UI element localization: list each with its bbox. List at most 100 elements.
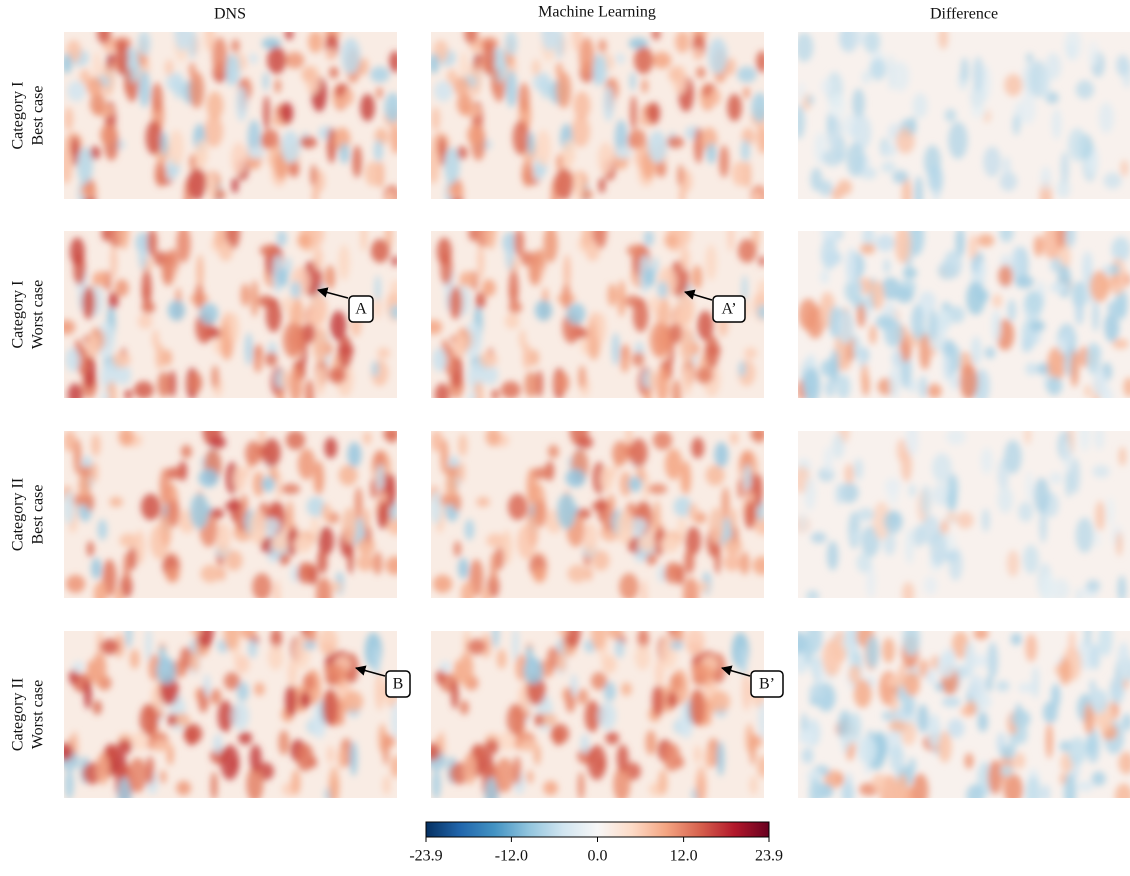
field-blob xyxy=(267,47,286,75)
field-blob xyxy=(313,247,323,271)
field-blob xyxy=(97,753,110,785)
field-blob xyxy=(1041,573,1056,608)
field-blob xyxy=(889,720,906,732)
field-blob xyxy=(151,83,162,113)
field-blob xyxy=(131,731,148,751)
field-blob xyxy=(64,107,73,131)
field-blob xyxy=(301,66,316,82)
field-blob xyxy=(574,171,583,203)
field-blob xyxy=(615,146,632,159)
field-blob xyxy=(579,37,594,75)
field-blob xyxy=(1025,363,1037,376)
field-blob xyxy=(374,139,383,161)
field-blob xyxy=(357,554,374,571)
colorbar-tick-label: 23.9 xyxy=(755,848,783,865)
field-blob xyxy=(656,367,669,403)
field-blob xyxy=(1119,447,1127,466)
field-blob xyxy=(506,70,517,107)
field-blob xyxy=(231,55,240,85)
field-blob xyxy=(138,313,153,329)
field-blob xyxy=(650,322,670,357)
field-blob xyxy=(100,124,116,146)
field-blob xyxy=(977,234,994,247)
field-blob xyxy=(840,734,857,744)
field-blob xyxy=(536,130,551,166)
field-blob xyxy=(558,626,569,636)
field-blob xyxy=(212,37,227,75)
field-blob xyxy=(1063,329,1072,346)
field-blob xyxy=(123,552,130,588)
field-blob xyxy=(196,140,208,167)
field-blob xyxy=(138,31,151,57)
field-blob xyxy=(587,319,594,348)
field-blob xyxy=(225,550,242,570)
field-blob xyxy=(849,665,861,685)
field-blob xyxy=(112,352,131,368)
field-blob xyxy=(505,313,520,329)
field-blob xyxy=(822,149,842,166)
row-label: Best case xyxy=(30,485,47,545)
field-blob xyxy=(312,187,318,206)
field-blob xyxy=(709,507,724,543)
field-blob xyxy=(432,348,447,372)
field-blob xyxy=(1046,376,1062,395)
field-blob xyxy=(535,300,552,321)
field-blob xyxy=(689,503,698,521)
field-blob xyxy=(451,679,459,709)
field-blob xyxy=(599,178,606,194)
field-blob xyxy=(338,245,349,281)
field-blob xyxy=(578,772,585,801)
field-blob xyxy=(598,39,606,53)
field-blob xyxy=(1052,108,1062,139)
field-blob xyxy=(947,719,964,739)
field-blob xyxy=(168,300,185,321)
field-blob xyxy=(1032,666,1039,699)
field-blob xyxy=(486,533,504,547)
field-blob xyxy=(1085,617,1091,647)
field-blob xyxy=(909,116,916,135)
field-blob xyxy=(756,51,768,73)
field-blob xyxy=(277,387,284,408)
field-blob xyxy=(1084,385,1090,398)
field-blob xyxy=(942,697,961,708)
field-blob xyxy=(94,582,108,606)
field-blob xyxy=(707,143,717,164)
field-blob xyxy=(1014,753,1025,769)
field-blob xyxy=(742,673,751,711)
field-blob xyxy=(556,72,571,109)
field-blob xyxy=(63,491,75,524)
field-blob xyxy=(341,38,360,74)
field-blob xyxy=(798,512,808,532)
field-blob xyxy=(888,486,899,505)
field-blob xyxy=(188,372,202,394)
field-blob xyxy=(889,367,900,399)
field-blob xyxy=(652,52,671,69)
field-blob xyxy=(391,256,399,266)
field-blob xyxy=(437,238,452,266)
field-blob xyxy=(245,332,253,365)
field-blob xyxy=(254,682,265,695)
field-blob xyxy=(285,685,297,717)
field-blob xyxy=(757,755,769,778)
field-blob xyxy=(310,164,317,186)
field-blob xyxy=(957,512,974,529)
field-blob xyxy=(174,77,182,99)
field-blob xyxy=(696,67,705,79)
field-blob xyxy=(740,552,749,575)
field-blob xyxy=(458,558,468,579)
field-blob xyxy=(370,66,390,82)
field-blob xyxy=(229,313,239,344)
field-blob xyxy=(1118,576,1126,602)
field-blob xyxy=(262,438,281,466)
field-blob xyxy=(514,228,524,256)
row-label: Best case xyxy=(30,86,47,146)
field-blob xyxy=(118,212,129,249)
field-blob xyxy=(649,370,657,389)
field-blob xyxy=(996,681,1010,692)
field-blob xyxy=(793,105,804,139)
field-blob xyxy=(476,497,490,507)
field-blob xyxy=(567,565,587,583)
field-blob xyxy=(1103,173,1121,189)
field-blob xyxy=(689,689,705,726)
field-blob xyxy=(287,500,294,531)
